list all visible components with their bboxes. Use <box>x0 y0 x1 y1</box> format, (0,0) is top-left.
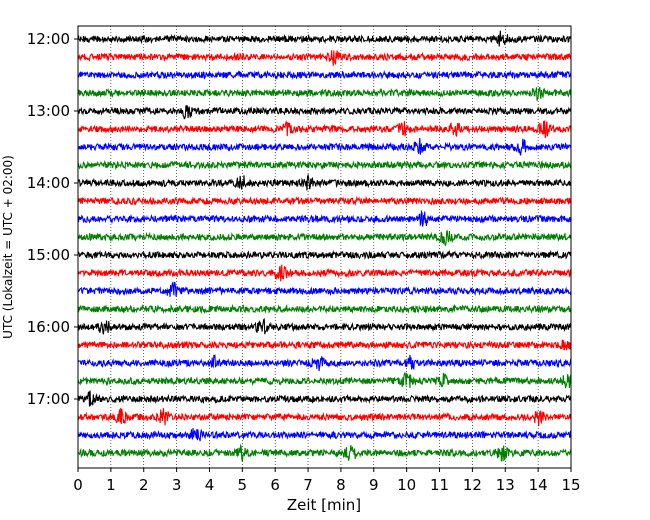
seismogram-traces <box>77 30 572 462</box>
trace-1200 <box>77 30 572 47</box>
trace-1545 <box>77 303 572 315</box>
trace-1630 <box>77 354 572 372</box>
trace-1430 <box>77 209 572 227</box>
x-tick-label: 9 <box>369 476 379 494</box>
y-axis-label: UTC (Lokalzeit = UTC + 02:00) <box>1 155 15 339</box>
x-axis-ticks: 0 1 2 3 4 5 6 7 8 9 10 11 12 13 14 15 <box>73 468 581 494</box>
trace-1215 <box>77 50 572 66</box>
trace-1230 <box>77 69 572 80</box>
x-tick-label: 1 <box>106 476 116 494</box>
trace-1700 <box>77 390 572 407</box>
x-tick-label: 0 <box>73 476 83 494</box>
trace-1530 <box>77 281 572 297</box>
trace-1615 <box>77 339 572 351</box>
x-tick-label: 5 <box>238 476 248 494</box>
y-tick-label: 15:00 <box>27 246 70 264</box>
trace-1245 <box>77 86 572 101</box>
y-tick-label: 13:00 <box>27 102 70 120</box>
trace-1715 <box>77 407 572 427</box>
y-tick-label: 16:00 <box>27 318 70 336</box>
x-tick-label: 10 <box>397 476 416 494</box>
trace-1330 <box>77 137 572 156</box>
y-axis-ticks: 12:00 13:00 14:00 15:00 16:00 17:00 <box>27 30 78 408</box>
y-tick-label: 14:00 <box>27 174 70 192</box>
trace-1445 <box>77 229 572 247</box>
y-tick-label: 17:00 <box>27 390 70 408</box>
y-tick-label: 12:00 <box>27 30 70 48</box>
x-tick-label: 3 <box>172 476 182 494</box>
trace-1730 <box>77 427 572 442</box>
x-tick-label: 14 <box>529 476 548 494</box>
trace-1645 <box>77 372 572 389</box>
x-tick-label: 15 <box>561 476 580 494</box>
trace-1515 <box>77 264 572 282</box>
x-tick-label: 7 <box>303 476 313 494</box>
trace-1415 <box>77 195 572 207</box>
x-tick-label: 4 <box>205 476 215 494</box>
trace-1600 <box>77 317 572 335</box>
x-axis-label: Zeit [min] <box>287 496 361 514</box>
x-tick-label: 13 <box>496 476 515 494</box>
trace-1745 <box>77 443 572 462</box>
x-tick-label: 6 <box>270 476 280 494</box>
trace-1315 <box>77 120 572 139</box>
plot-frame <box>77 25 572 469</box>
trace-1400 <box>77 173 572 191</box>
x-tick-label: 8 <box>336 476 346 494</box>
x-tick-label: 11 <box>430 476 449 494</box>
trace-1300 <box>77 105 572 120</box>
x-tick-label: 2 <box>139 476 149 494</box>
trace-1345 <box>77 159 572 171</box>
trace-1500 <box>77 249 572 261</box>
x-tick-label: 12 <box>463 476 482 494</box>
